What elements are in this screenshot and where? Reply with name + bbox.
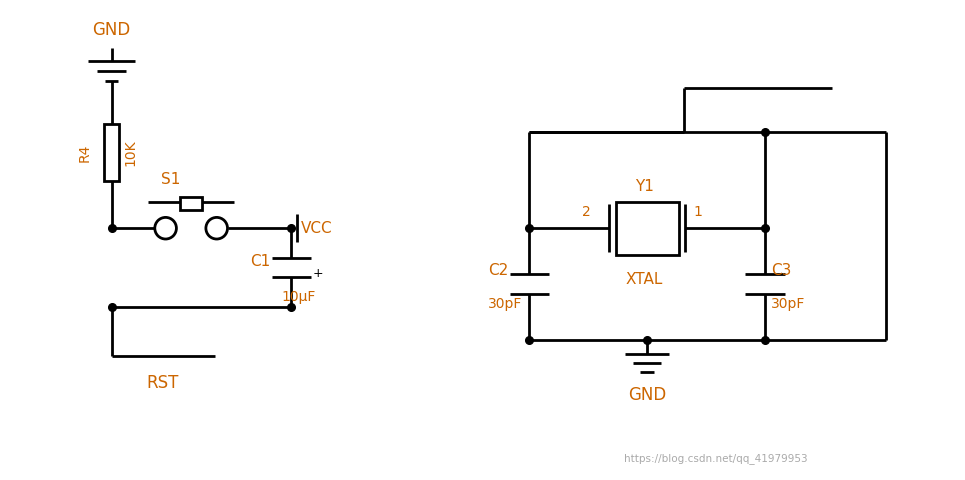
Text: Y1: Y1 xyxy=(635,180,654,194)
Text: 1: 1 xyxy=(694,204,703,218)
Text: 10K: 10K xyxy=(124,139,137,166)
Text: C2: C2 xyxy=(488,263,509,278)
Bar xyxy=(103,124,120,181)
Text: VCC: VCC xyxy=(301,221,333,236)
Text: C1: C1 xyxy=(250,254,270,269)
Text: R4: R4 xyxy=(78,144,92,162)
Text: XTAL: XTAL xyxy=(625,272,663,287)
Text: 10μF: 10μF xyxy=(282,290,316,304)
Text: C3: C3 xyxy=(771,263,791,278)
Text: 30pF: 30pF xyxy=(488,297,522,311)
Text: RST: RST xyxy=(146,373,179,392)
Bar xyxy=(180,197,202,210)
Text: +: + xyxy=(313,267,323,280)
Text: GND: GND xyxy=(93,21,130,38)
Text: 30pF: 30pF xyxy=(771,297,805,311)
Text: https://blog.csdn.net/qq_41979953: https://blog.csdn.net/qq_41979953 xyxy=(624,453,808,464)
Bar xyxy=(616,202,678,255)
Text: S1: S1 xyxy=(161,171,180,187)
Text: GND: GND xyxy=(628,386,666,404)
Text: 2: 2 xyxy=(582,204,591,218)
